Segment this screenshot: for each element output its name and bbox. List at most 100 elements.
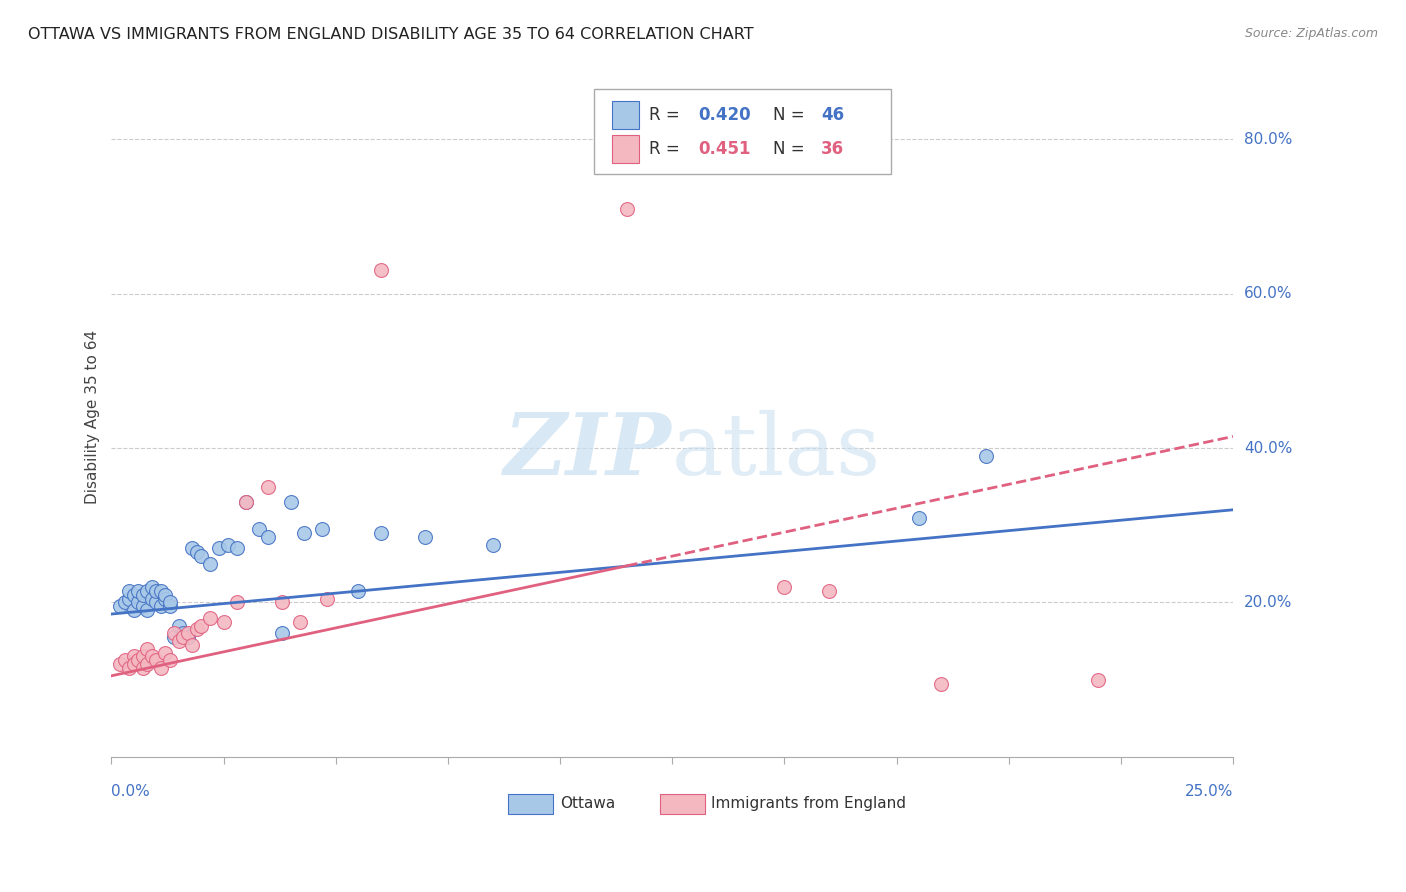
Point bbox=[415, 530, 437, 544]
FancyBboxPatch shape bbox=[612, 101, 638, 129]
Text: N =: N = bbox=[773, 140, 810, 158]
Point bbox=[235, 495, 257, 509]
Point bbox=[181, 541, 204, 556]
Point bbox=[347, 583, 370, 598]
Point bbox=[141, 580, 163, 594]
Point bbox=[155, 588, 177, 602]
Point bbox=[226, 541, 249, 556]
Text: R =: R = bbox=[648, 140, 685, 158]
Point bbox=[172, 626, 194, 640]
Point bbox=[818, 583, 841, 598]
Text: 80.0%: 80.0% bbox=[1244, 132, 1292, 146]
Point bbox=[773, 580, 796, 594]
Point bbox=[145, 653, 167, 667]
Text: Source: ZipAtlas.com: Source: ZipAtlas.com bbox=[1244, 27, 1378, 40]
Text: 0.420: 0.420 bbox=[697, 106, 751, 124]
Point bbox=[1087, 673, 1109, 687]
Point bbox=[132, 661, 155, 675]
Text: 20.0%: 20.0% bbox=[1244, 595, 1292, 610]
Point bbox=[114, 595, 136, 609]
Text: 60.0%: 60.0% bbox=[1244, 286, 1292, 301]
Point bbox=[181, 638, 204, 652]
Point bbox=[235, 495, 257, 509]
Point bbox=[186, 545, 208, 559]
Point bbox=[122, 588, 145, 602]
Point bbox=[280, 495, 302, 509]
Point bbox=[141, 591, 163, 606]
Point bbox=[257, 480, 280, 494]
Point bbox=[145, 595, 167, 609]
Text: ZIP: ZIP bbox=[505, 409, 672, 493]
Point bbox=[136, 583, 159, 598]
Point bbox=[122, 657, 145, 672]
Point bbox=[132, 588, 155, 602]
Point bbox=[122, 603, 145, 617]
FancyBboxPatch shape bbox=[659, 794, 704, 814]
Point bbox=[315, 591, 337, 606]
Point bbox=[122, 649, 145, 664]
Point bbox=[114, 653, 136, 667]
Point bbox=[118, 583, 141, 598]
Point bbox=[136, 657, 159, 672]
Point bbox=[136, 641, 159, 656]
Point bbox=[167, 634, 190, 648]
Point bbox=[370, 525, 392, 540]
Point bbox=[163, 630, 186, 644]
Point bbox=[292, 525, 315, 540]
Point bbox=[931, 676, 953, 690]
Point bbox=[212, 615, 235, 629]
Point bbox=[141, 649, 163, 664]
Y-axis label: Disability Age 35 to 64: Disability Age 35 to 64 bbox=[86, 330, 100, 504]
Point bbox=[226, 595, 249, 609]
Point bbox=[186, 623, 208, 637]
Point bbox=[118, 591, 141, 606]
Text: atlas: atlas bbox=[672, 409, 882, 492]
Point bbox=[257, 530, 280, 544]
Point bbox=[155, 646, 177, 660]
Text: 0.451: 0.451 bbox=[697, 140, 751, 158]
Text: N =: N = bbox=[773, 106, 810, 124]
Point bbox=[149, 583, 172, 598]
Point bbox=[159, 653, 181, 667]
Point bbox=[155, 591, 177, 606]
FancyBboxPatch shape bbox=[509, 794, 554, 814]
Point bbox=[176, 630, 198, 644]
Text: OTTAWA VS IMMIGRANTS FROM ENGLAND DISABILITY AGE 35 TO 64 CORRELATION CHART: OTTAWA VS IMMIGRANTS FROM ENGLAND DISABI… bbox=[28, 27, 754, 42]
Point bbox=[149, 599, 172, 614]
Point bbox=[118, 661, 141, 675]
Point bbox=[167, 618, 190, 632]
Point bbox=[127, 595, 149, 609]
Text: Ottawa: Ottawa bbox=[560, 797, 616, 811]
Point bbox=[132, 649, 155, 664]
Point bbox=[190, 618, 212, 632]
Point bbox=[974, 449, 997, 463]
Point bbox=[208, 541, 231, 556]
Point bbox=[198, 557, 221, 571]
Point bbox=[270, 595, 292, 609]
Point bbox=[127, 653, 149, 667]
Point bbox=[288, 615, 311, 629]
Point bbox=[159, 595, 181, 609]
Point bbox=[270, 626, 292, 640]
Point bbox=[616, 202, 638, 216]
Point bbox=[370, 263, 392, 277]
Point bbox=[190, 549, 212, 563]
Point bbox=[311, 522, 333, 536]
Point bbox=[132, 599, 155, 614]
Text: 40.0%: 40.0% bbox=[1244, 441, 1292, 456]
Point bbox=[110, 657, 132, 672]
Text: 36: 36 bbox=[821, 140, 845, 158]
Point bbox=[198, 611, 221, 625]
Text: R =: R = bbox=[648, 106, 685, 124]
Point bbox=[159, 599, 181, 614]
Point bbox=[163, 626, 186, 640]
Text: 46: 46 bbox=[821, 106, 845, 124]
Point bbox=[481, 537, 503, 551]
Point bbox=[136, 603, 159, 617]
Point bbox=[149, 661, 172, 675]
Point bbox=[145, 583, 167, 598]
FancyBboxPatch shape bbox=[593, 89, 891, 174]
Text: Immigrants from England: Immigrants from England bbox=[711, 797, 907, 811]
Point bbox=[110, 599, 132, 614]
Point bbox=[908, 510, 931, 524]
